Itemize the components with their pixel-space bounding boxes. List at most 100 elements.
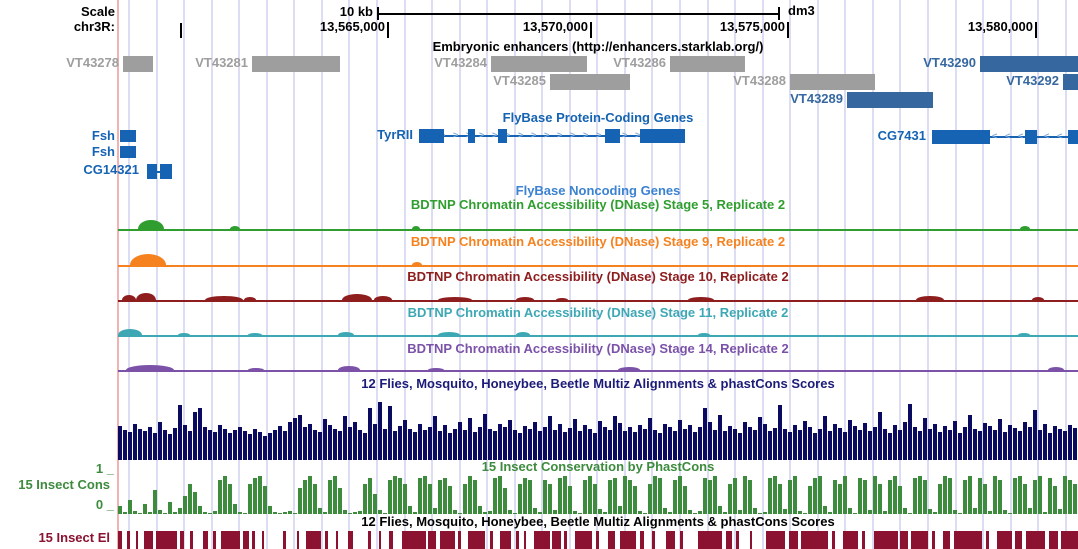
track-title-bdtnp-stage14[interactable]: BDTNP Chromatin Accessibility (DNase) St… [407,341,789,356]
conserved-element[interactable] [440,531,455,549]
conserved-element[interactable] [213,531,216,549]
conserved-element[interactable] [136,531,138,549]
conserved-element[interactable] [379,531,381,549]
enhancer-label[interactable]: VT43292 [1006,73,1059,88]
conserved-element[interactable] [932,531,935,549]
conserved-element[interactable] [640,531,644,549]
conserved-element[interactable] [552,531,561,549]
conserved-element[interactable] [203,531,208,549]
conserved-element[interactable] [1015,531,1022,549]
gene-label[interactable]: TyrRII [377,127,413,142]
conserved-element[interactable] [874,531,898,549]
enhancer-box[interactable] [670,56,745,72]
conserved-element[interactable] [458,531,461,549]
conserved-element[interactable] [516,531,519,549]
track-title-multiz-elements[interactable]: 12 Flies, Mosquito, Honeybee, Beetle Mul… [361,514,835,529]
conserved-element[interactable] [156,531,177,549]
gene-label[interactable]: Fsh [91,144,115,159]
enhancer-label[interactable]: VT43288 [733,73,786,88]
gene-label[interactable]: CG14321 [83,162,139,177]
conserved-element[interactable] [336,531,338,549]
gene-exon[interactable] [932,130,990,144]
gene-exon[interactable] [605,129,620,143]
conserved-element[interactable] [736,531,739,549]
conserved-element[interactable] [954,531,982,549]
enhancer-box[interactable] [980,56,1078,72]
enhancer-label[interactable]: VT43290 [923,55,976,70]
conserved-element[interactable] [832,531,835,549]
gene-label[interactable]: CG7431 [877,128,926,143]
conserved-element[interactable] [402,531,426,549]
conserved-element[interactable] [620,531,636,549]
conserved-element[interactable] [862,531,865,549]
conserved-element[interactable] [911,531,928,549]
conserved-element[interactable] [325,531,328,549]
conserved-element[interactable] [243,531,249,549]
enhancer-label[interactable]: VT43278 [66,55,119,70]
conserved-element[interactable] [843,531,858,549]
conserved-element[interactable] [943,531,950,549]
multiz-conservation-histogram[interactable] [0,398,1078,460]
conserved-element[interactable] [500,531,511,549]
signal-baseline[interactable] [118,229,1078,231]
gene-exon[interactable] [120,146,136,158]
conserved-element[interactable] [766,531,785,549]
enhancer-box[interactable] [491,56,587,72]
conserved-element[interactable] [1026,531,1045,549]
conserved-element[interactable] [750,531,752,549]
phastcons-track-label[interactable]: 15 Insect Cons [18,477,110,492]
gene-exon[interactable] [160,164,172,179]
conserved-element[interactable] [575,531,592,549]
conserved-element[interactable] [900,531,908,549]
conserved-element[interactable] [252,531,255,549]
track-title-bdtnp-stage5[interactable]: BDTNP Chromatin Accessibility (DNase) St… [410,197,786,212]
track-title-phastcons[interactable]: 15 Insect Conservation by PhastCons [481,459,715,474]
enhancer-box[interactable] [790,74,875,90]
conserved-element[interactable] [789,531,798,549]
signal-baseline[interactable] [118,335,1078,337]
track-title-noncoding-genes[interactable]: FlyBase Noncoding Genes [515,183,681,198]
conserved-element[interactable] [144,531,153,549]
enhancer-box[interactable] [847,92,933,108]
phastcons-histogram[interactable] [0,474,1078,514]
gene-label[interactable]: Fsh [91,128,115,143]
gene-exon[interactable] [1074,130,1078,144]
conserved-element[interactable] [262,531,264,549]
gene-exon[interactable] [147,164,157,179]
enhancer-box[interactable] [252,56,340,72]
enhancer-box[interactable] [1063,74,1078,90]
conserved-element[interactable] [348,531,353,549]
conserved-element[interactable] [221,531,240,549]
conserved-element[interactable] [564,531,567,549]
gene-exon[interactable] [640,129,685,143]
enhancer-box[interactable] [123,56,153,72]
enhancer-label[interactable]: VT43286 [613,55,666,70]
gene-exon[interactable] [1068,130,1074,144]
conserved-element[interactable] [297,531,299,549]
enhancer-label[interactable]: VT43289 [790,91,843,106]
gene-exon[interactable] [498,129,507,143]
enhancer-label[interactable]: VT43285 [493,73,546,88]
conserved-element[interactable] [180,531,184,549]
track-title-bdtnp-stage11[interactable]: BDTNP Chromatin Accessibility (DNase) St… [407,305,789,320]
conserved-element[interactable] [698,531,722,549]
track-title-bdtnp-stage9[interactable]: BDTNP Chromatin Accessibility (DNase) St… [410,234,786,249]
conserved-element[interactable] [306,531,321,549]
conserved-element[interactable] [1061,531,1078,549]
gene-exon[interactable] [468,129,475,143]
conserved-element[interactable] [534,531,550,549]
enhancer-label[interactable]: VT43281 [195,55,248,70]
conserved-element[interactable] [666,531,675,549]
conserved-element[interactable] [190,531,193,549]
track-title-bdtnp-stage10[interactable]: BDTNP Chromatin Accessibility (DNase) St… [407,269,789,284]
conserved-element[interactable] [986,531,989,549]
track-title-coding-genes[interactable]: FlyBase Protein-Coding Genes [502,110,694,125]
conserved-element[interactable] [680,531,683,549]
conserved-element[interactable] [428,531,436,549]
conserved-element[interactable] [490,531,493,549]
gene-exon[interactable] [419,129,444,143]
gene-exon[interactable] [1025,130,1037,144]
signal-baseline[interactable] [118,370,1078,372]
conserved-element[interactable] [524,531,526,549]
signal-baseline[interactable] [118,300,1078,302]
